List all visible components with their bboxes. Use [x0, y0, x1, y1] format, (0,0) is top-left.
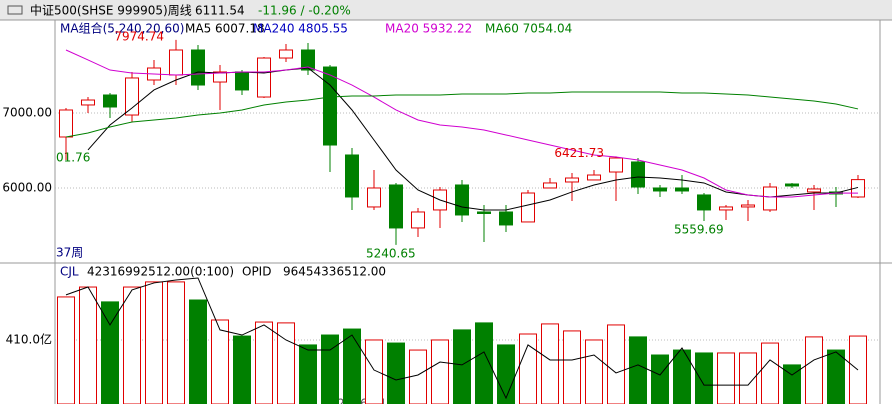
volume-bar — [233, 335, 251, 404]
y-tick-label: 410.0亿 — [6, 331, 52, 346]
candle-body — [565, 177, 579, 183]
volume-bar — [541, 323, 559, 404]
volume-bar — [585, 339, 603, 404]
candle-body — [543, 182, 557, 189]
volume-bar — [607, 324, 625, 404]
volume-bar — [629, 336, 647, 404]
annotation: 5559.69 — [674, 223, 724, 237]
candle-body — [763, 186, 777, 211]
candle-body — [279, 49, 293, 59]
candle-body — [411, 211, 425, 229]
volume-ma-line — [65, 277, 859, 400]
volume-bar — [123, 286, 141, 404]
change: -11.96 / -0.20% — [258, 4, 351, 18]
ma-legend: MA60 7054.04 — [485, 22, 572, 36]
volume-bar — [57, 296, 75, 404]
volume-bar — [453, 329, 471, 404]
candle-body — [235, 71, 249, 91]
candle-body — [587, 174, 601, 181]
candle-body — [389, 184, 403, 229]
header-icon — [7, 5, 23, 15]
chart-title: 中证500(SHSE 999905)周线 — [30, 3, 192, 18]
annotation: 01.76 — [56, 151, 90, 165]
y-tick-label: 7000.00 — [2, 105, 52, 119]
candle-body — [301, 49, 315, 71]
ma-legend: MA20 5932.22 — [385, 22, 472, 36]
volume-bar — [695, 352, 713, 404]
ma-legend: MA5 6007.18 — [185, 22, 265, 36]
volume-bar — [739, 352, 757, 404]
candle-body — [213, 71, 227, 83]
volume-bar — [827, 349, 845, 404]
volume-bar — [497, 344, 515, 404]
volume-bar — [651, 354, 669, 404]
volume-bar — [365, 339, 383, 404]
candle-body — [807, 188, 821, 193]
volume-bar — [673, 349, 691, 404]
candle-body — [521, 192, 535, 223]
candle-body — [477, 211, 491, 214]
candle-body — [81, 99, 95, 106]
candle-body — [125, 77, 139, 116]
candle-body — [499, 211, 513, 226]
candle-body — [59, 109, 73, 138]
volume-label: CJL — [60, 265, 79, 279]
price: 6111.54 — [195, 4, 245, 18]
volume-bar — [101, 301, 119, 404]
period-label: 37周 — [56, 246, 83, 260]
volume-bar — [255, 321, 273, 404]
volume-bar — [387, 342, 405, 404]
volume-bar — [343, 328, 361, 404]
header-bar — [0, 0, 892, 20]
volume-bar — [409, 349, 427, 404]
candle-body — [631, 161, 645, 188]
annotation: 5240.65 — [366, 246, 416, 260]
candle-body — [257, 57, 271, 98]
ma-line — [65, 91, 859, 138]
volume-bar — [79, 286, 97, 404]
volume-bar — [167, 281, 185, 404]
x-tick-label: 2016/01 — [337, 397, 387, 404]
candle-body — [169, 49, 183, 76]
ma-line — [65, 49, 859, 198]
candle-body — [719, 206, 733, 211]
candle-body — [741, 204, 755, 208]
volume-bar — [145, 281, 163, 404]
volume-bar — [717, 352, 735, 404]
volume-value: 42316992512.00(0:100) — [87, 265, 234, 279]
volume-bar — [563, 330, 581, 404]
candle-body — [653, 187, 667, 192]
annotation: 7974.74 — [114, 29, 164, 43]
candle-body — [345, 154, 359, 198]
volume-bar — [189, 299, 207, 404]
candle-body — [697, 194, 711, 211]
candle-body — [455, 184, 469, 216]
volume-bar — [299, 344, 317, 404]
candle-body — [323, 66, 337, 146]
volume-bar — [321, 334, 339, 404]
volume-bar — [761, 342, 779, 404]
volume-bar — [431, 339, 449, 404]
ma-legend: MA240 4805.55 — [253, 22, 348, 36]
volume-bar — [805, 336, 823, 404]
candle-body — [675, 187, 689, 192]
annotation: 6421.73 — [554, 146, 604, 160]
ma-legend: MA组合(5,240,20,60) — [60, 21, 184, 36]
candle-body — [367, 187, 381, 208]
opid-value: 96454336512.00 — [283, 265, 386, 279]
candle-body — [191, 49, 205, 86]
ma-line — [87, 67, 859, 211]
candle-body — [785, 183, 799, 187]
candle-body — [103, 94, 117, 108]
opid-label: OPID — [242, 265, 271, 279]
volume-bar — [211, 319, 229, 404]
y-tick-label: 6000.00 — [2, 180, 52, 194]
candle-body — [609, 157, 623, 173]
volume-bar — [277, 322, 295, 404]
